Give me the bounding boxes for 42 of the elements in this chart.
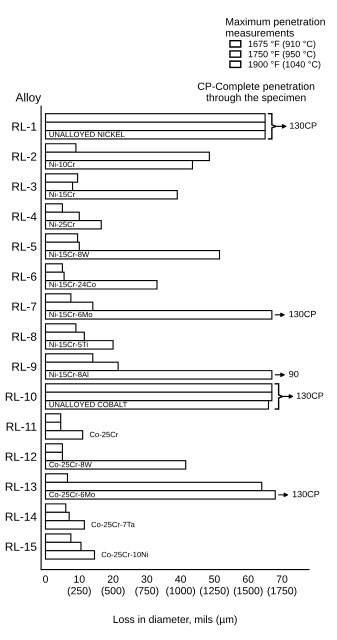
y-tick-label: RL-13: [6, 482, 36, 491]
x-tick-label: 30: [141, 575, 152, 583]
x-tick-label: 50: [209, 575, 220, 583]
legend-label: 1675 °F (910 °C): [248, 40, 316, 49]
legend-title: Maximum penetration measurements: [226, 18, 325, 37]
y-tick-label: RL-6: [12, 272, 36, 281]
y-tick-label: RL-11: [6, 422, 36, 431]
y-tick-label: RL-8: [12, 332, 36, 341]
x2-tick-label: (1750): [268, 586, 296, 596]
y-tick-label: RL-7: [12, 302, 36, 311]
y-tick-label: RL-5: [12, 242, 36, 251]
annotation: 90: [289, 370, 298, 378]
x-tick-label: 60: [242, 575, 254, 583]
legend-label: 1900 °F (1040 °C): [248, 60, 320, 70]
x-tick-label: 20: [108, 575, 118, 583]
x-tick-label: 10: [74, 575, 85, 583]
x-tick-label: 0: [43, 575, 48, 583]
legend-label: 1750 °F (950 °C): [248, 50, 316, 60]
y-tick-label: RL-14: [6, 512, 37, 521]
x2-tick-label: (750): [135, 586, 158, 596]
x-axis-title: Loss in diameter, mils (µm): [114, 615, 237, 626]
y-tick-label: RL-12: [6, 452, 36, 461]
x-tick-label: 70: [276, 575, 288, 583]
annotation: 130CP: [292, 490, 320, 498]
y-tick-label: RL-15: [6, 542, 36, 551]
x2-tick-label: (1500): [234, 586, 263, 596]
y-tick-label: RL-9: [12, 362, 36, 371]
y-axis-title: Alloy: [16, 92, 42, 104]
y-tick-label: RL-10: [6, 392, 36, 401]
x2-tick-label: (500): [102, 586, 125, 596]
x2-tick-label: (1250): [200, 586, 229, 596]
x2-tick-label: (250): [68, 586, 91, 596]
y-tick-label: RL-3: [12, 182, 36, 191]
annotation: 130CP: [296, 392, 324, 399]
y-tick-label: RL-1: [12, 122, 36, 131]
y-tick-label: RL-2: [12, 152, 36, 161]
x-tick-label: 40: [175, 575, 186, 583]
annotation: 130CP: [290, 122, 317, 129]
annotation: 130CP: [289, 310, 316, 318]
x2-tick-label: (1000): [166, 586, 196, 596]
y-tick-label: RL-4: [12, 212, 37, 221]
text: CP-Complete penetration through the specimen: [198, 82, 314, 104]
